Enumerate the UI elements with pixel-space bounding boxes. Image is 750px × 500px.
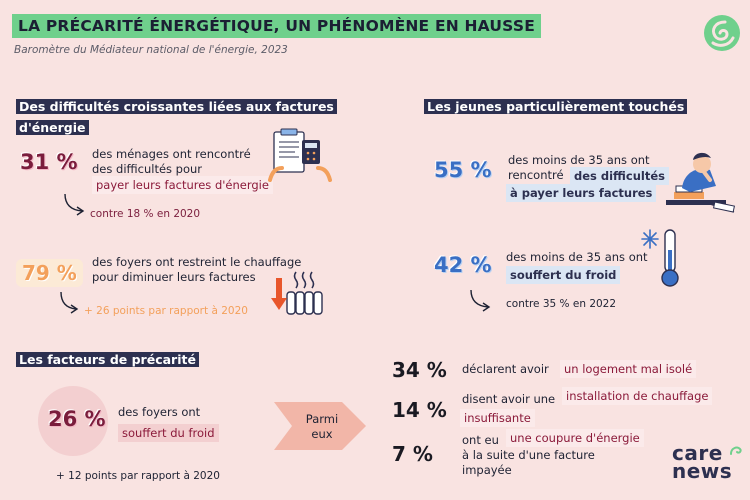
brand-logo: care news [672,441,733,483]
item-7-value: 7 % [392,442,433,466]
stat-26-circle [38,386,108,456]
item-14-value: 14 % [392,398,447,422]
stat-79-text-line2: pour diminuer leurs factures [92,269,256,284]
stat-79-value: 79 % [16,259,83,287]
stat-55-value: 55 % [434,158,492,182]
item-34-highlight: un logement mal isolé [560,360,697,378]
stat-42-value: 42 % [434,253,492,277]
section1-title: Des difficultés croissantes liées aux fa… [16,96,337,136]
brand-line2: news [672,459,733,483]
section3-title: Les facteurs de précarité [16,352,199,367]
stat-31-value: 31 % [20,150,78,174]
thermometer-snowflake-icon [641,229,679,287]
stat-31-text-line2: des difficultés pour [92,161,203,176]
parmi-eux-arrow [274,402,366,450]
stat-26-value: 26 % [48,407,106,431]
stat-55-highlight-line1: des difficultés [570,167,669,185]
stat-31-text: des ménages ont rencontré des difficulté… [92,147,251,176]
tired-person-icon [666,152,735,213]
document-calculator-icon [268,128,332,182]
item-14-text: disent avoir une [462,392,556,406]
section2-title: Les jeunes particulièrement touchés [424,99,688,114]
stat-55-text-line1: des moins de 35 ans ont [508,153,650,167]
page-title: LA PRÉCARITÉ ÉNERGÉTIQUE, UN PHÉNOMÈNE E… [12,14,541,38]
parmi-eux-label: Parmi eux [300,412,344,441]
item-7-highlight: une coupure d'énergie [506,429,644,447]
item-14-highlight-line2: insuffisante [460,409,535,427]
parmi-eux-line1: Parmi [305,412,339,426]
item-7-text-line3: impayée [462,462,512,477]
stat-79-compare: + 26 points par rapport à 2020 [84,305,248,317]
curved-arrow-icon [64,193,85,216]
item-7-text-line1: ont eu [462,433,499,447]
curved-arrow-icon [60,291,79,314]
parmi-eux-line2: eux [311,426,333,441]
item-7-text: à la suite d'une facture impayée [462,448,595,477]
stat-26-compare: + 12 points par rapport à 2020 [56,470,220,482]
item-34-value: 34 % [392,358,447,382]
brand-swirl-icon [730,446,742,455]
stat-79-text: des foyers ont restreint le chauffage po… [92,255,301,284]
section1-title-line2: d'énergie [16,120,89,135]
stat-42-text-line1: des moins de 35 ans ont [506,250,648,264]
stat-55-text: des moins de 35 ans ont rencontré [508,153,650,182]
stat-26-text: des foyers ont [118,405,201,419]
stat-31-text-line1: des ménages ont rencontré [92,147,251,161]
item-7-text-line2: à la suite d'une facture [462,448,595,462]
item-14-highlight-line1: installation de chauffage [562,387,713,405]
stat-55-text-line2: rencontré [508,167,564,182]
stat-55-highlight: des difficultés [570,167,669,185]
brand-line1: care [672,441,723,465]
stat-55-highlight-line2: à payer leurs factures [506,184,657,202]
stat-31-compare: contre 18 % en 2020 [90,208,201,220]
page-subtitle: Baromètre du Médiateur national de l'éne… [14,44,288,56]
stat-42-highlight: souffert du froid [506,266,621,284]
section1-title-line1: Des difficultés croissantes liées aux fa… [16,99,337,114]
radiator-icon [271,271,323,315]
stat-79-text-line1: des foyers ont restreint le chauffage [92,255,302,269]
curved-arrow-icon [470,289,491,312]
stat-26-highlight: souffert du froid [118,424,219,442]
logo-swirl-icon [704,15,740,51]
stat-42-compare: contre 35 % en 2022 [506,298,617,310]
stat-31-highlight: payer leurs factures d'énergie [92,176,273,194]
item-34-text: déclarent avoir [462,362,549,376]
